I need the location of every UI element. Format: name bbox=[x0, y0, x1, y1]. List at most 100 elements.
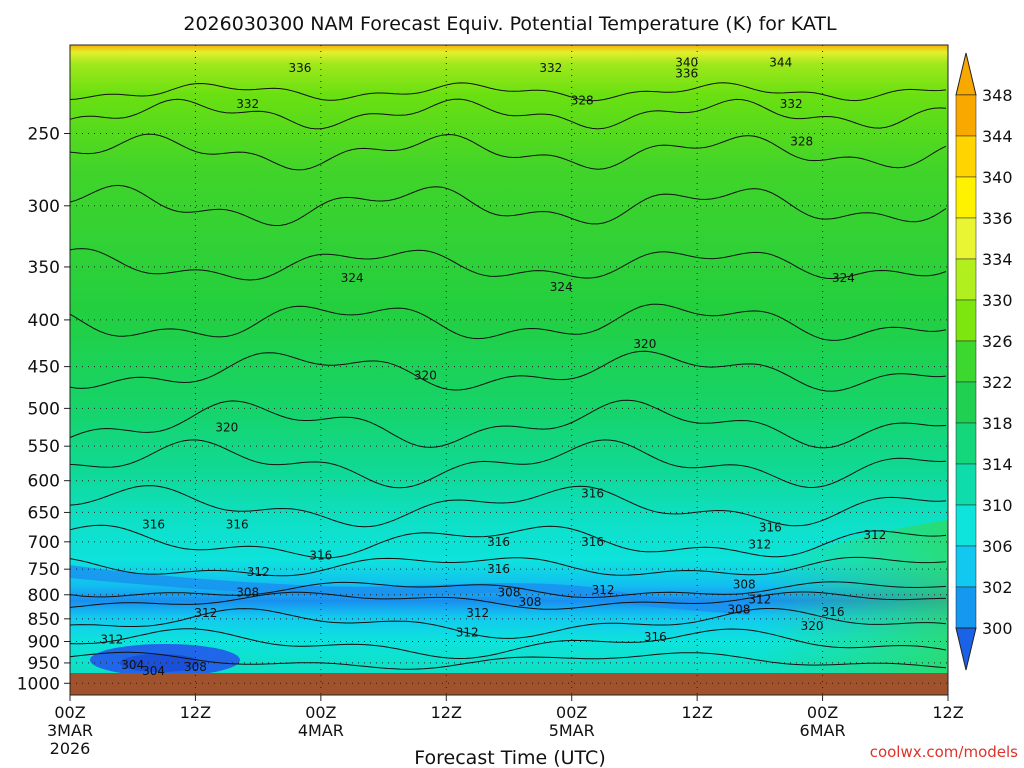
contour-label-320-3: 320 bbox=[801, 619, 824, 633]
colorbar: 348 344 340 336 334 330 326 322 318 314 310 306 302 3… bbox=[955, 52, 1013, 671]
y-tick-label-650: 650 bbox=[28, 503, 60, 523]
y-tick-label-850: 850 bbox=[28, 610, 60, 630]
x-tick-year-0: 2026 bbox=[50, 739, 91, 758]
surface-ground bbox=[70, 673, 948, 695]
colorbar-swatch-0 bbox=[955, 94, 977, 137]
contour-line-1 bbox=[69, 98, 947, 130]
colorbar-label-340: 340 bbox=[982, 168, 1013, 187]
y-tick-label-500: 500 bbox=[28, 399, 60, 419]
contour-label-312-0: 312 bbox=[100, 632, 123, 646]
contour-label-332-2: 332 bbox=[780, 97, 803, 111]
colorbar-label-330: 330 bbox=[982, 291, 1013, 310]
contour-line-9 bbox=[69, 485, 947, 528]
contour-label-316-0: 316 bbox=[142, 517, 165, 531]
colorbar-label-334: 334 bbox=[982, 250, 1013, 269]
colorbar-label-326: 326 bbox=[982, 332, 1013, 351]
contour-label-316-3: 316 bbox=[487, 535, 510, 549]
contour-label-316-1: 316 bbox=[226, 517, 249, 531]
colorbar-swatch-2 bbox=[955, 176, 977, 219]
contour-label-308-5: 308 bbox=[733, 578, 756, 592]
contour-label-332-0: 332 bbox=[236, 97, 259, 111]
x-tick-date-6: 6MAR bbox=[800, 721, 846, 740]
contour-label-332-1: 332 bbox=[539, 61, 562, 75]
contour-label-324-1: 324 bbox=[550, 280, 573, 294]
y-tick-label-1000: 1000 bbox=[17, 674, 60, 694]
y-tick-label-700: 700 bbox=[28, 533, 60, 553]
contour-label-312-3: 312 bbox=[466, 606, 489, 620]
y-tick-label-400: 400 bbox=[28, 311, 60, 331]
y-tick-label-900: 900 bbox=[28, 632, 60, 652]
gridlines bbox=[70, 45, 948, 695]
y-axis-ticks: 2503003504004505005506006507007508008509… bbox=[17, 124, 70, 694]
contour-line-7 bbox=[69, 399, 947, 449]
contour-label-308-4: 308 bbox=[727, 602, 750, 616]
x-axis-title: Forecast Time (UTC) bbox=[414, 747, 605, 768]
contour-label-312-8: 312 bbox=[863, 528, 886, 542]
x-tick-label-1: 12Z bbox=[180, 703, 211, 722]
colorbar-label-314: 314 bbox=[982, 455, 1013, 474]
y-tick-label-800: 800 bbox=[28, 586, 60, 606]
contour-label-328-1: 328 bbox=[790, 134, 813, 148]
contour-label-316-2: 316 bbox=[309, 549, 332, 563]
contour-line-15 bbox=[69, 628, 947, 660]
x-tick-label-2: 00Z bbox=[305, 703, 336, 722]
contour-line-4 bbox=[69, 248, 947, 281]
colorbar-swatch-12 bbox=[955, 586, 977, 629]
contour-line-12 bbox=[69, 581, 947, 598]
colorbar-label-300: 300 bbox=[982, 619, 1013, 638]
contour-line-16 bbox=[69, 651, 947, 670]
contour-label-312-6: 312 bbox=[748, 593, 771, 607]
colorbar-label-322: 322 bbox=[982, 373, 1013, 392]
colorbar-swatch-4 bbox=[955, 258, 977, 301]
y-tick-label-950: 950 bbox=[28, 654, 60, 674]
y-tick-label-600: 600 bbox=[28, 472, 60, 492]
contour-label-316-5: 316 bbox=[581, 535, 604, 549]
contour-label-316-6: 316 bbox=[581, 487, 604, 501]
y-tick-label-450: 450 bbox=[28, 358, 60, 378]
contour-label-316-9: 316 bbox=[822, 605, 845, 619]
watermark: coolwx.com/models bbox=[870, 743, 1018, 761]
chart-title: 2026030300 NAM Forecast Equiv. Potential… bbox=[183, 13, 837, 35]
contour-label-316-8: 316 bbox=[759, 520, 782, 534]
colorbar-swatch-5 bbox=[955, 299, 977, 342]
x-tick-label-6: 00Z bbox=[807, 703, 838, 722]
contour-label-312-4: 312 bbox=[456, 626, 479, 640]
contour-label-320-1: 320 bbox=[414, 368, 437, 382]
contour-line-6 bbox=[69, 350, 947, 392]
contour-label-304-1: 304 bbox=[142, 664, 165, 678]
contour-line-10 bbox=[69, 524, 947, 559]
y-tick-label-350: 350 bbox=[28, 258, 60, 278]
y-tick-label-250: 250 bbox=[28, 124, 60, 144]
colorbar-label-318: 318 bbox=[982, 414, 1013, 433]
colorbar-swatch-6 bbox=[955, 340, 977, 383]
colorbar-swatch-10 bbox=[955, 504, 977, 547]
y-tick-label-750: 750 bbox=[28, 560, 60, 580]
contour-line-2 bbox=[69, 133, 947, 171]
x-tick-label-0: 00Z bbox=[54, 703, 85, 722]
plot-frame bbox=[69, 44, 949, 696]
colorbar-swatch-7 bbox=[955, 381, 977, 424]
contour-label-308-0: 308 bbox=[184, 660, 207, 674]
colorbar-swatch-1 bbox=[955, 135, 977, 178]
colorbar-label-348: 348 bbox=[982, 86, 1013, 105]
contour-line-0 bbox=[69, 82, 947, 102]
contour-label-312-5: 312 bbox=[592, 583, 615, 597]
colorbar-label-302: 302 bbox=[982, 578, 1013, 597]
colorbar-swatch-11 bbox=[955, 545, 977, 588]
contour-label-312-1: 312 bbox=[194, 606, 217, 620]
colorbar-swatch-9 bbox=[955, 463, 977, 506]
colorbar-swatch-3 bbox=[955, 217, 977, 260]
contour-label-340-0: 340 bbox=[675, 55, 698, 69]
contour-line-8 bbox=[69, 439, 947, 489]
colorbar-arrow-top bbox=[955, 52, 977, 96]
x-tick-label-5: 12Z bbox=[681, 703, 712, 722]
x-tick-label-4: 00Z bbox=[556, 703, 587, 722]
colorbar-label-336: 336 bbox=[982, 209, 1013, 228]
x-tick-date-2: 4MAR bbox=[298, 721, 344, 740]
x-tick-label-3: 12Z bbox=[431, 703, 462, 722]
contour-label-316-4: 316 bbox=[487, 562, 510, 576]
contour-label-308-2: 308 bbox=[498, 585, 521, 599]
